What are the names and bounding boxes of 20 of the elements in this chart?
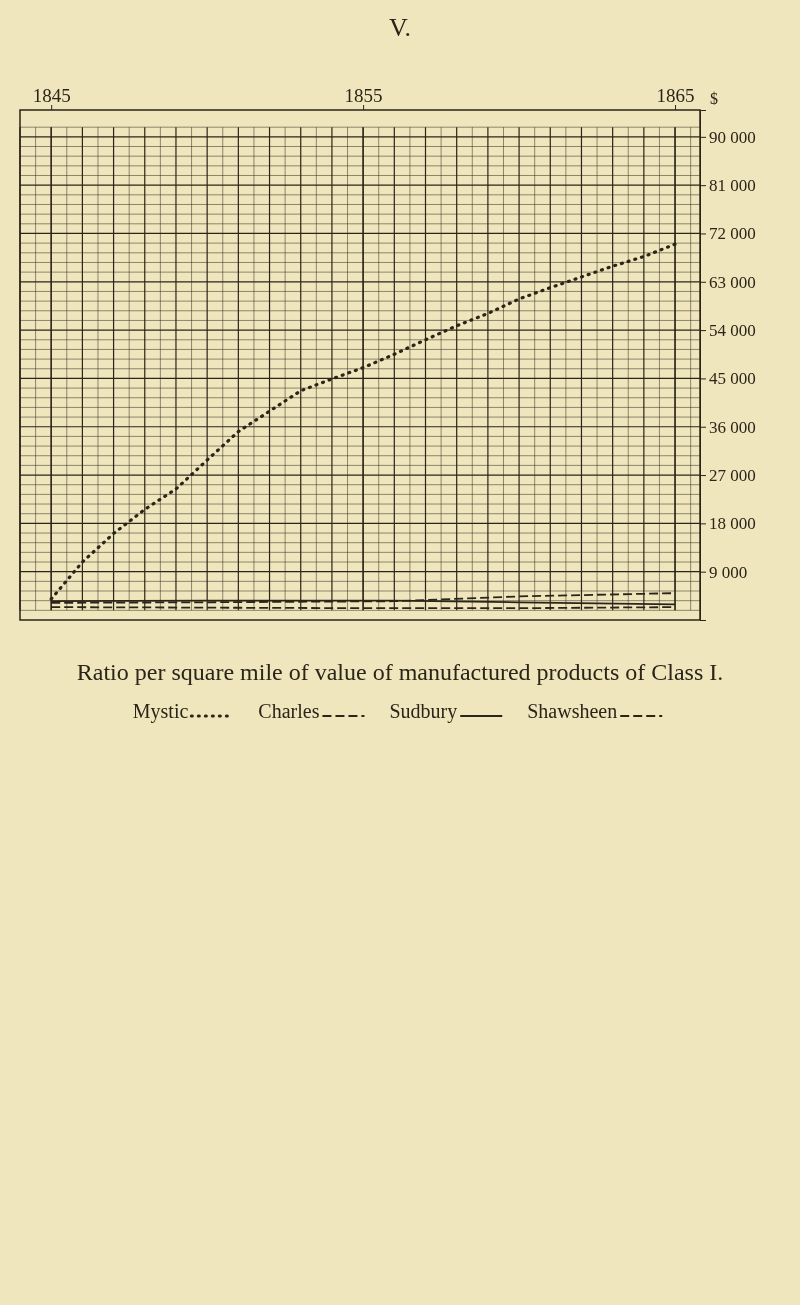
x-tick-label: 1865 — [656, 85, 695, 106]
y-tick-label: 18 000 — [709, 514, 756, 534]
legend-label: Sudbury — [389, 700, 458, 723]
legend-label: Mystic — [132, 700, 189, 723]
y-tick-label: 54 000 — [709, 321, 756, 341]
legend-label: Shawsheen — [527, 700, 618, 722]
y-tick-label: 63 000 — [709, 272, 756, 292]
x-tick-label: 1845 — [32, 85, 71, 106]
y-tick-label: 9 000 — [709, 562, 748, 582]
y-tick-label: 90 000 — [709, 127, 756, 147]
y-tick-label: 36 000 — [709, 417, 756, 437]
y-axis-title: $ — [710, 90, 718, 107]
legend-label: Charles — [258, 700, 320, 722]
text: V. — [389, 13, 411, 42]
text: Ratio per square mile of value of manufactured products of Class I. — [76, 659, 724, 685]
y-tick-label: 27 000 — [709, 465, 756, 485]
x-tick-label: 1855 — [344, 85, 383, 106]
y-tick-label: 45 000 — [709, 369, 756, 389]
y-tick-label: 72 000 — [709, 224, 756, 244]
y-tick-label: 81 000 — [709, 176, 756, 196]
